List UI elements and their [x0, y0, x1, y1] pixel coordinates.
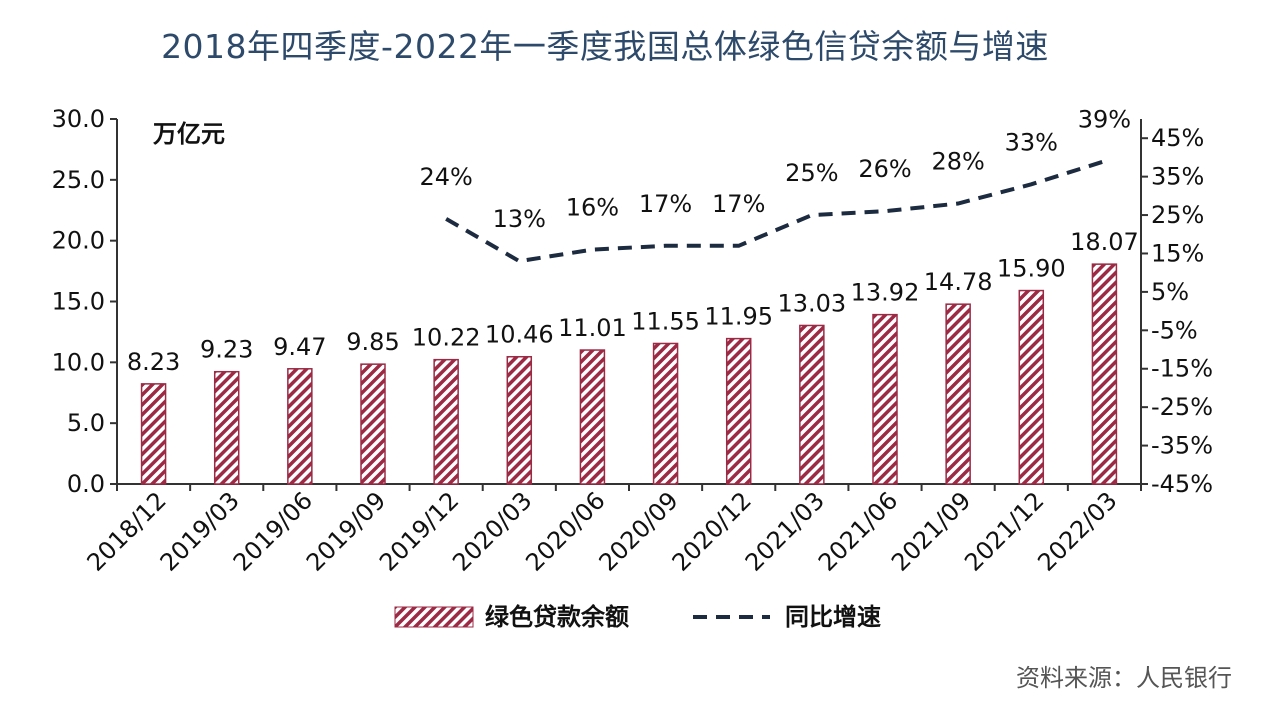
growth-value-label: 13%: [493, 205, 546, 233]
growth-line: [445, 159, 1106, 264]
bar-value-label: 18.07: [1070, 228, 1139, 256]
x-tick-label: 2019/06: [228, 486, 318, 576]
y-axis-unit: 万亿元: [153, 120, 225, 148]
growth-value-label: 28%: [931, 148, 984, 176]
y-tick-label: 15.0: [52, 288, 105, 316]
y2-tick-label: -25%: [1151, 393, 1213, 421]
bar-value-label: 10.46: [485, 321, 554, 349]
y2-tick-label: 25%: [1151, 201, 1204, 229]
y2-tick-label: 5%: [1151, 278, 1189, 306]
bar: [652, 342, 679, 485]
chart-title: 2018年四季度-2022年一季度我国总体绿色信贷余额与增速: [161, 27, 1049, 66]
bar: [213, 370, 240, 485]
bar: [506, 355, 533, 485]
y2-tick-label: 45%: [1151, 124, 1204, 152]
x-tick-label: 2020/06: [520, 486, 610, 576]
bar-value-label: 11.01: [558, 314, 627, 342]
bar-value-label: 13.92: [851, 279, 920, 307]
legend-swatch-bars: [394, 606, 474, 628]
y2-tick-label: -45%: [1151, 470, 1213, 498]
x-tick-label: 2021/06: [813, 486, 903, 576]
y2-tick-label: 15%: [1151, 239, 1204, 267]
bars-group: [140, 263, 1118, 485]
bar-value-label: 13.03: [777, 289, 846, 317]
y2-tick-label: -35%: [1151, 432, 1213, 460]
y2-tick-label: 35%: [1151, 163, 1204, 191]
growth-value-label: 24%: [419, 163, 472, 191]
bar: [725, 337, 752, 485]
bar-value-label: 9.23: [200, 336, 253, 364]
x-tick-label: 2022/03: [1032, 486, 1122, 576]
y-tick-label: 30.0: [52, 105, 105, 133]
x-tick-label: 2020/12: [667, 486, 757, 576]
bar-value-label: 10.22: [412, 324, 481, 352]
bar: [287, 368, 313, 485]
growth-value-label: 17%: [712, 190, 765, 218]
x-tick-label: 2020/09: [594, 486, 684, 576]
y2-tick-label: -15%: [1151, 355, 1213, 383]
x-tick-label: 2021/09: [886, 486, 976, 576]
bar: [945, 303, 971, 485]
y-tick-label: 0.0: [67, 470, 105, 498]
data-labels-group: 8.23 9.23 9.47 9.85 10.22 10.46 11.01 11.55 11.9…: [127, 105, 1139, 376]
bar: [433, 358, 459, 485]
x-tick-label: 2019/12: [374, 486, 464, 576]
bar: [1091, 263, 1118, 485]
bar: [579, 349, 606, 485]
bar-value-label: 15.90: [997, 255, 1066, 283]
bar-value-label: 8.23: [127, 348, 180, 376]
x-tick-label: 2021/03: [740, 486, 830, 576]
y2-tick-label: -5%: [1151, 316, 1198, 344]
bar: [799, 324, 825, 485]
bar: [1018, 289, 1045, 485]
legend-label-line: 同比增速: [785, 603, 881, 631]
bar-value-label: 11.55: [631, 307, 700, 335]
y-tick-label: 5.0: [67, 409, 105, 437]
x-tick-label: 2018/12: [82, 486, 172, 576]
y-tick-label: 25.0: [52, 166, 105, 194]
legend: 绿色贷款余额 同比增速: [394, 603, 881, 631]
bar: [140, 383, 167, 485]
growth-value-label: 25%: [785, 159, 838, 187]
bar: [360, 363, 386, 485]
bar-value-label: 14.78: [924, 268, 993, 296]
growth-value-label: 33%: [1005, 128, 1058, 156]
growth-value-label: 16%: [566, 194, 619, 222]
y-tick-label: 20.0: [52, 227, 105, 255]
legend-label-bars: 绿色贷款余额: [485, 603, 629, 631]
bar-value-label: 9.85: [346, 328, 399, 356]
growth-line-group: [445, 159, 1106, 264]
bar-value-label: 11.95: [704, 303, 773, 331]
bar-value-label: 9.47: [273, 333, 326, 361]
x-tick-label: 2021/12: [959, 486, 1049, 576]
growth-value-label: 17%: [639, 190, 692, 218]
source-note: 资料来源：人民银行: [1016, 664, 1232, 692]
x-tick-label: 2020/03: [447, 486, 537, 576]
bar: [872, 313, 898, 485]
x-tick-label: 2019/03: [155, 486, 245, 576]
growth-value-label: 26%: [858, 155, 911, 183]
y-tick-label: 10.0: [52, 348, 105, 376]
x-tick-label: 2019/09: [301, 486, 391, 576]
growth-value-label: 39%: [1078, 105, 1131, 133]
